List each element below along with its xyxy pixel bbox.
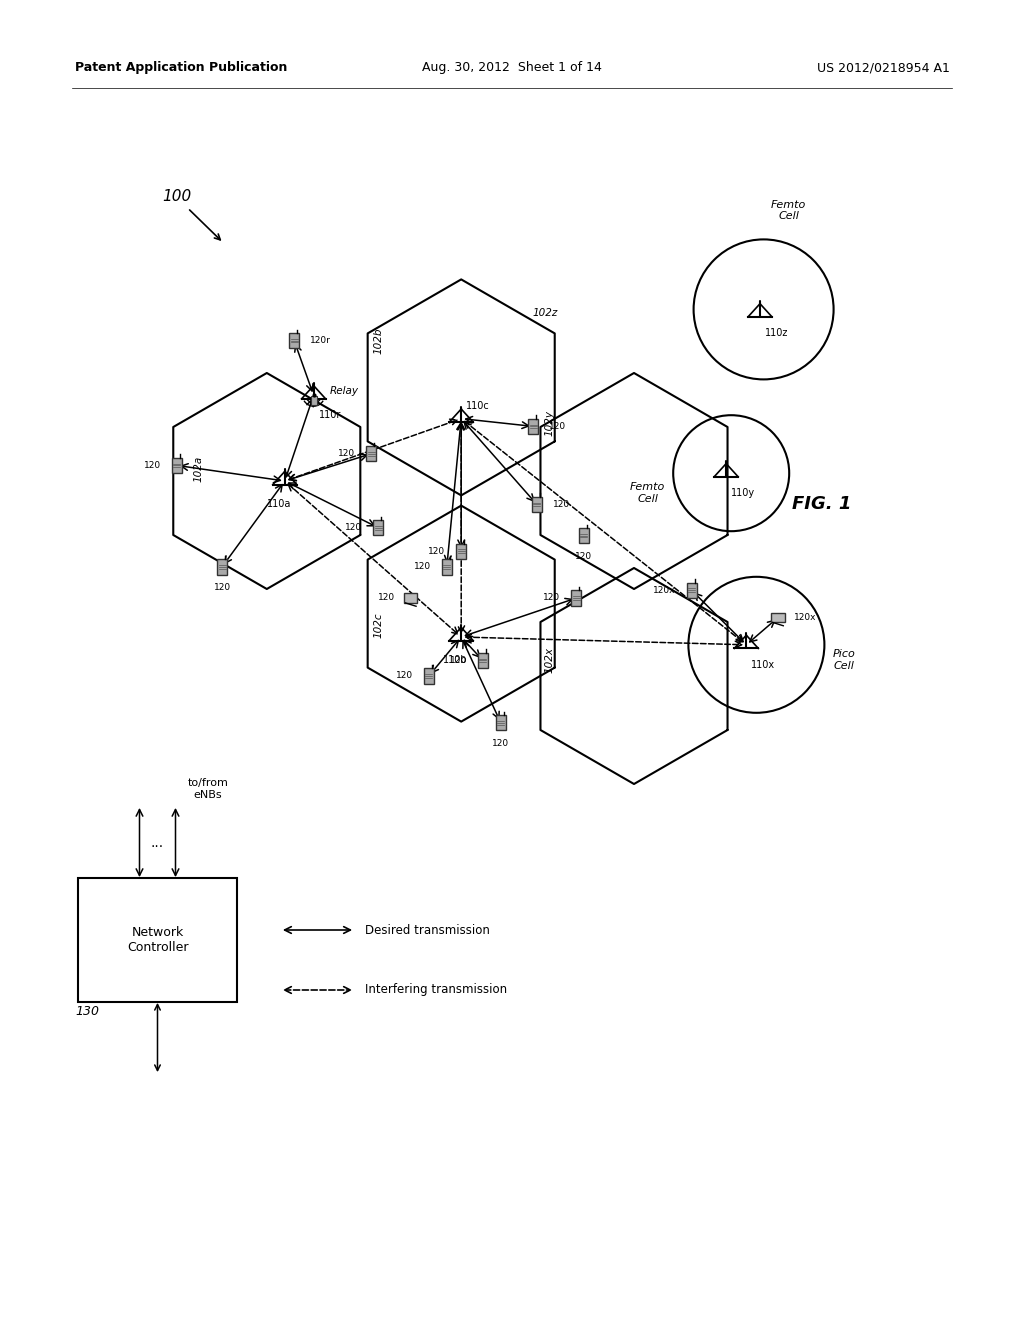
- Text: 102x: 102x: [544, 647, 554, 673]
- Text: 120: 120: [143, 461, 161, 470]
- FancyArrowPatch shape: [466, 598, 572, 636]
- FancyArrowPatch shape: [136, 809, 142, 875]
- FancyArrowPatch shape: [181, 463, 281, 483]
- Bar: [424, 668, 434, 684]
- Text: ...: ...: [151, 836, 164, 850]
- Text: 120: 120: [395, 672, 413, 681]
- Bar: [528, 418, 539, 434]
- FancyArrowPatch shape: [694, 594, 743, 642]
- Bar: [687, 582, 696, 598]
- Text: FIG. 1: FIG. 1: [792, 495, 851, 513]
- Text: Pico
Cell: Pico Cell: [833, 649, 855, 671]
- Text: Relay: Relay: [330, 387, 358, 396]
- Text: 120: 120: [414, 562, 431, 572]
- Text: 110a: 110a: [267, 499, 291, 510]
- Text: 110r: 110r: [318, 411, 341, 420]
- FancyArrowPatch shape: [465, 421, 742, 642]
- Text: Network
Controller: Network Controller: [127, 927, 188, 954]
- Text: 120r: 120r: [310, 337, 331, 345]
- Text: 102c: 102c: [374, 612, 383, 638]
- Bar: [457, 544, 466, 558]
- Text: 120: 120: [544, 594, 560, 602]
- Text: 102a: 102a: [194, 457, 204, 482]
- FancyArrowPatch shape: [432, 640, 459, 673]
- Text: Femto
Cell: Femto Cell: [771, 199, 806, 222]
- Text: 102y: 102y: [544, 409, 554, 436]
- Text: 120x: 120x: [794, 612, 816, 622]
- FancyBboxPatch shape: [78, 878, 237, 1002]
- Bar: [289, 333, 299, 348]
- Bar: [374, 520, 383, 536]
- Text: 120: 120: [428, 546, 445, 556]
- FancyArrowPatch shape: [458, 424, 465, 546]
- Bar: [217, 560, 227, 574]
- Text: 120: 120: [549, 422, 566, 430]
- FancyArrowPatch shape: [289, 483, 375, 525]
- Text: to/from
eNBs: to/from eNBs: [187, 779, 228, 800]
- Text: 120: 120: [450, 656, 467, 665]
- Text: 110b: 110b: [443, 655, 468, 665]
- Bar: [496, 715, 506, 730]
- FancyArrowPatch shape: [225, 484, 283, 564]
- FancyArrowPatch shape: [289, 420, 457, 480]
- Bar: [441, 560, 452, 574]
- FancyArrowPatch shape: [288, 484, 458, 634]
- Text: Interfering transmission: Interfering transmission: [365, 983, 507, 997]
- Text: 100: 100: [163, 189, 191, 203]
- Text: Desired transmission: Desired transmission: [365, 924, 489, 936]
- Bar: [367, 446, 376, 462]
- Text: 102z: 102z: [532, 309, 557, 318]
- Text: 120: 120: [345, 523, 362, 532]
- FancyArrowPatch shape: [444, 424, 464, 562]
- Text: 120: 120: [338, 449, 355, 458]
- FancyArrowPatch shape: [289, 454, 367, 480]
- Text: 110y: 110y: [731, 488, 756, 498]
- Text: 102b: 102b: [374, 327, 383, 354]
- Bar: [172, 458, 181, 473]
- FancyArrowPatch shape: [466, 417, 528, 429]
- Text: 110c: 110c: [466, 400, 489, 411]
- Text: 120x: 120x: [653, 586, 676, 595]
- FancyArrowPatch shape: [466, 634, 741, 648]
- FancyArrowPatch shape: [295, 345, 313, 391]
- Bar: [310, 396, 316, 405]
- Text: US 2012/0218954 A1: US 2012/0218954 A1: [817, 62, 950, 74]
- FancyArrowPatch shape: [458, 424, 465, 632]
- FancyArrowPatch shape: [285, 986, 350, 994]
- Text: 120: 120: [378, 594, 395, 602]
- FancyArrowPatch shape: [750, 620, 774, 642]
- Text: 120: 120: [493, 739, 509, 748]
- Text: 130: 130: [75, 1005, 99, 1018]
- Bar: [771, 612, 784, 623]
- Bar: [478, 652, 487, 668]
- FancyArrowPatch shape: [172, 809, 179, 875]
- FancyArrowPatch shape: [285, 927, 350, 933]
- Text: Femto
Cell: Femto Cell: [630, 482, 666, 504]
- FancyArrowPatch shape: [463, 642, 499, 718]
- Bar: [579, 528, 589, 544]
- Bar: [571, 590, 582, 606]
- Text: 120: 120: [575, 552, 592, 561]
- Text: 120: 120: [553, 500, 570, 510]
- Text: 110x: 110x: [752, 660, 775, 669]
- FancyArrowPatch shape: [464, 422, 534, 502]
- Text: Aug. 30, 2012  Sheet 1 of 14: Aug. 30, 2012 Sheet 1 of 14: [422, 62, 602, 74]
- Bar: [404, 593, 418, 603]
- Bar: [531, 496, 542, 512]
- FancyArrowPatch shape: [286, 400, 313, 477]
- Text: Patent Application Publication: Patent Application Publication: [75, 62, 288, 74]
- Text: 110z: 110z: [765, 329, 788, 338]
- Text: 120: 120: [214, 583, 230, 591]
- FancyArrowPatch shape: [464, 640, 480, 657]
